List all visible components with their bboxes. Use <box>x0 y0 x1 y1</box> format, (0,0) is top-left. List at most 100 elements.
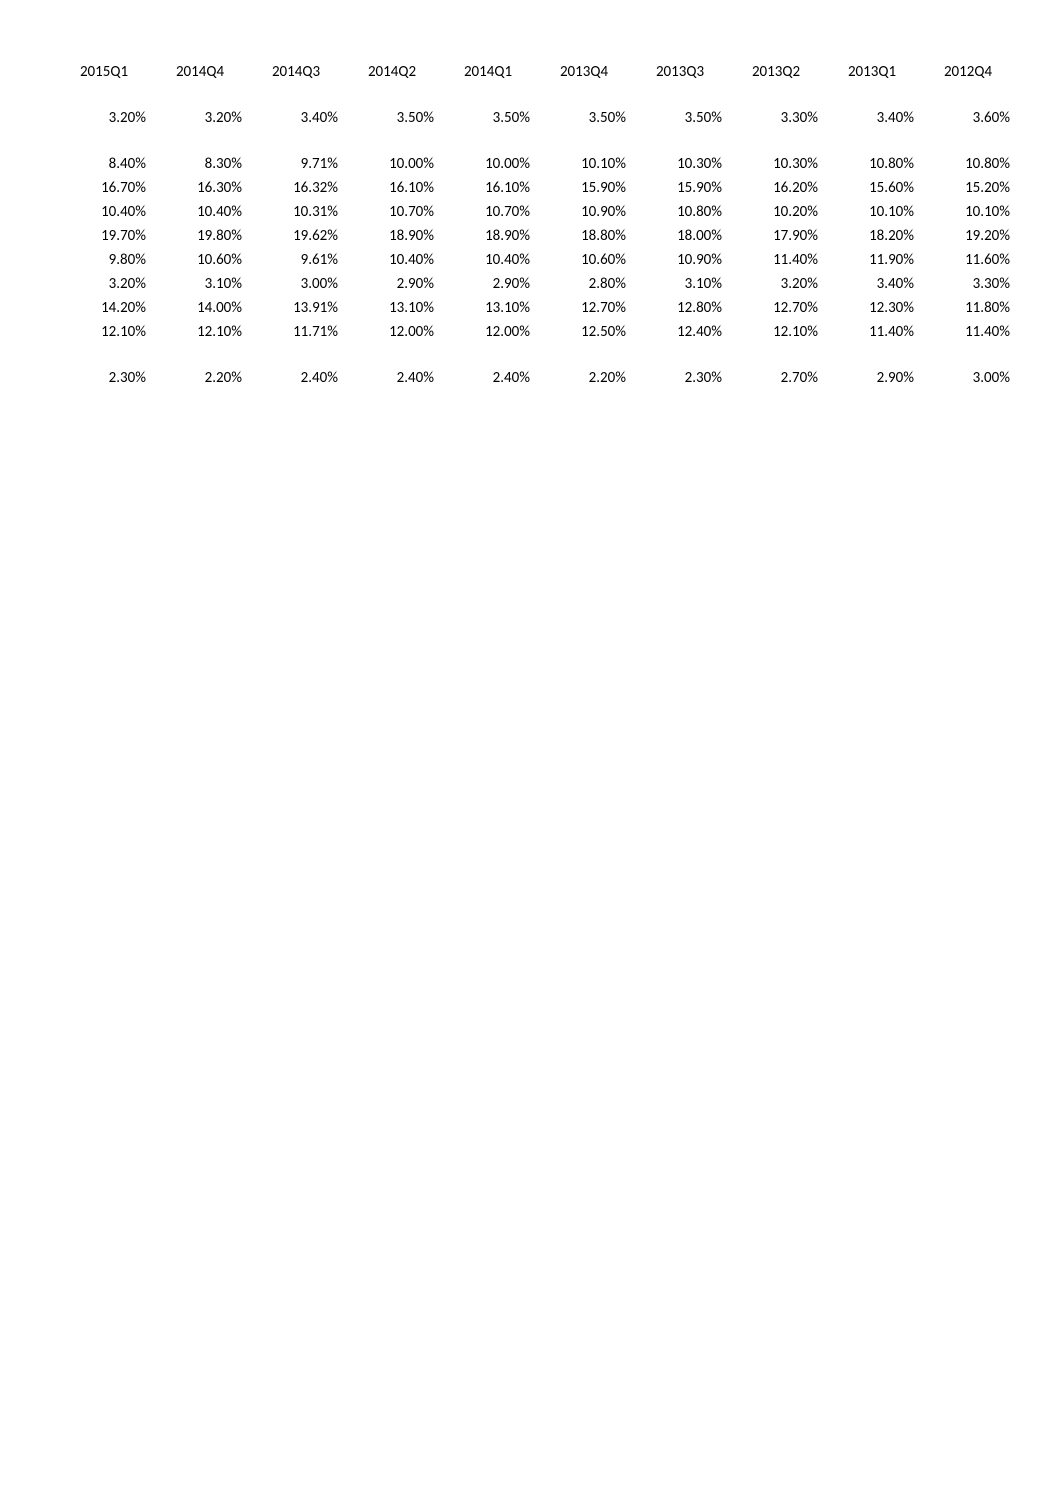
table-cell: 12.80% <box>632 296 728 320</box>
table-cell: 9.61% <box>248 248 344 272</box>
table-cell: 3.40% <box>824 272 920 296</box>
data-table: 2015Q12014Q42014Q32014Q22014Q12013Q42013… <box>56 60 1016 390</box>
table-cell: 3.20% <box>728 272 824 296</box>
table-cell: 18.00% <box>632 224 728 248</box>
table-cell: 10.80% <box>632 200 728 224</box>
table-cell: 18.90% <box>440 224 536 248</box>
table-row: 19.70%19.80%19.62%18.90%18.90%18.80%18.0… <box>56 224 1016 248</box>
table-cell: 12.10% <box>56 320 152 344</box>
column-header: 2014Q4 <box>152 60 248 84</box>
table-cell: 16.10% <box>344 176 440 200</box>
table-cell: 2.90% <box>440 272 536 296</box>
table-cell: 12.10% <box>728 320 824 344</box>
table-cell: 2.40% <box>248 366 344 390</box>
table-cell: 12.00% <box>440 320 536 344</box>
table-cell: 9.80% <box>56 248 152 272</box>
table-cell: 10.31% <box>248 200 344 224</box>
table-cell: 11.71% <box>248 320 344 344</box>
table-cell: 14.00% <box>152 296 248 320</box>
table-cell: 2.30% <box>632 366 728 390</box>
table-cell: 10.40% <box>56 200 152 224</box>
table-cell: 19.20% <box>920 224 1016 248</box>
table-cell: 3.60% <box>920 106 1016 130</box>
table-cell: 10.20% <box>728 200 824 224</box>
table-cell: 2.90% <box>824 366 920 390</box>
column-header: 2014Q3 <box>248 60 344 84</box>
table-cell: 3.10% <box>632 272 728 296</box>
table-cell: 3.20% <box>56 272 152 296</box>
table-cell: 10.80% <box>920 152 1016 176</box>
table-cell: 10.70% <box>344 200 440 224</box>
table-cell: 16.70% <box>56 176 152 200</box>
table-row: 3.20%3.10%3.00%2.90%2.90%2.80%3.10%3.20%… <box>56 272 1016 296</box>
table-cell: 12.30% <box>824 296 920 320</box>
column-header: 2013Q4 <box>536 60 632 84</box>
table-cell: 11.40% <box>920 320 1016 344</box>
table-cell: 18.80% <box>536 224 632 248</box>
table-cell: 12.00% <box>344 320 440 344</box>
table-cell: 19.80% <box>152 224 248 248</box>
table-cell: 10.10% <box>920 200 1016 224</box>
table-row: 9.80%10.60%9.61%10.40%10.40%10.60%10.90%… <box>56 248 1016 272</box>
table-cell: 10.10% <box>536 152 632 176</box>
table-cell: 13.10% <box>344 296 440 320</box>
table-cell: 18.90% <box>344 224 440 248</box>
table-cell: 3.30% <box>728 106 824 130</box>
table-cell: 8.40% <box>56 152 152 176</box>
table-row: 8.40%8.30%9.71%10.00%10.00%10.10%10.30%1… <box>56 152 1016 176</box>
table-cell: 16.30% <box>152 176 248 200</box>
table-cell: 10.80% <box>824 152 920 176</box>
spacer-row <box>56 344 1016 366</box>
table-cell: 10.40% <box>344 248 440 272</box>
table-cell: 11.60% <box>920 248 1016 272</box>
table-cell: 10.10% <box>824 200 920 224</box>
table-cell: 19.62% <box>248 224 344 248</box>
table-cell: 2.90% <box>344 272 440 296</box>
spacer-row <box>56 84 1016 106</box>
column-header: 2013Q1 <box>824 60 920 84</box>
table-row: 14.20%14.00%13.91%13.10%13.10%12.70%12.8… <box>56 296 1016 320</box>
table-cell: 17.90% <box>728 224 824 248</box>
table-cell: 2.40% <box>440 366 536 390</box>
table-cell: 11.40% <box>728 248 824 272</box>
table-cell: 2.80% <box>536 272 632 296</box>
table-cell: 15.60% <box>824 176 920 200</box>
table-cell: 11.90% <box>824 248 920 272</box>
spacer-row <box>56 130 1016 152</box>
table-cell: 2.30% <box>56 366 152 390</box>
table-cell: 10.40% <box>152 200 248 224</box>
table-cell: 12.10% <box>152 320 248 344</box>
table-cell: 10.30% <box>632 152 728 176</box>
table-cell: 16.10% <box>440 176 536 200</box>
table-cell: 10.40% <box>440 248 536 272</box>
table-row: 2.30%2.20%2.40%2.40%2.40%2.20%2.30%2.70%… <box>56 366 1016 390</box>
table-cell: 10.90% <box>632 248 728 272</box>
table-cell: 10.70% <box>440 200 536 224</box>
table-cell: 3.20% <box>152 106 248 130</box>
table-cell: 13.91% <box>248 296 344 320</box>
table-cell: 12.40% <box>632 320 728 344</box>
table-cell: 10.00% <box>344 152 440 176</box>
column-header: 2013Q3 <box>632 60 728 84</box>
table-cell: 3.40% <box>248 106 344 130</box>
table-row: 10.40%10.40%10.31%10.70%10.70%10.90%10.8… <box>56 200 1016 224</box>
table-cell: 12.70% <box>728 296 824 320</box>
table-cell: 11.40% <box>824 320 920 344</box>
table-cell: 15.90% <box>536 176 632 200</box>
table-cell: 8.30% <box>152 152 248 176</box>
table-cell: 3.50% <box>344 106 440 130</box>
table-cell: 3.20% <box>56 106 152 130</box>
table-cell: 9.71% <box>248 152 344 176</box>
table-cell: 2.70% <box>728 366 824 390</box>
column-header: 2012Q4 <box>920 60 1016 84</box>
table-cell: 16.32% <box>248 176 344 200</box>
table-cell: 10.90% <box>536 200 632 224</box>
table-cell: 19.70% <box>56 224 152 248</box>
column-header: 2014Q1 <box>440 60 536 84</box>
table-cell: 3.40% <box>824 106 920 130</box>
table-row: 12.10%12.10%11.71%12.00%12.00%12.50%12.4… <box>56 320 1016 344</box>
table-cell: 3.30% <box>920 272 1016 296</box>
table-cell: 14.20% <box>56 296 152 320</box>
table-cell: 3.50% <box>440 106 536 130</box>
table-cell: 10.00% <box>440 152 536 176</box>
